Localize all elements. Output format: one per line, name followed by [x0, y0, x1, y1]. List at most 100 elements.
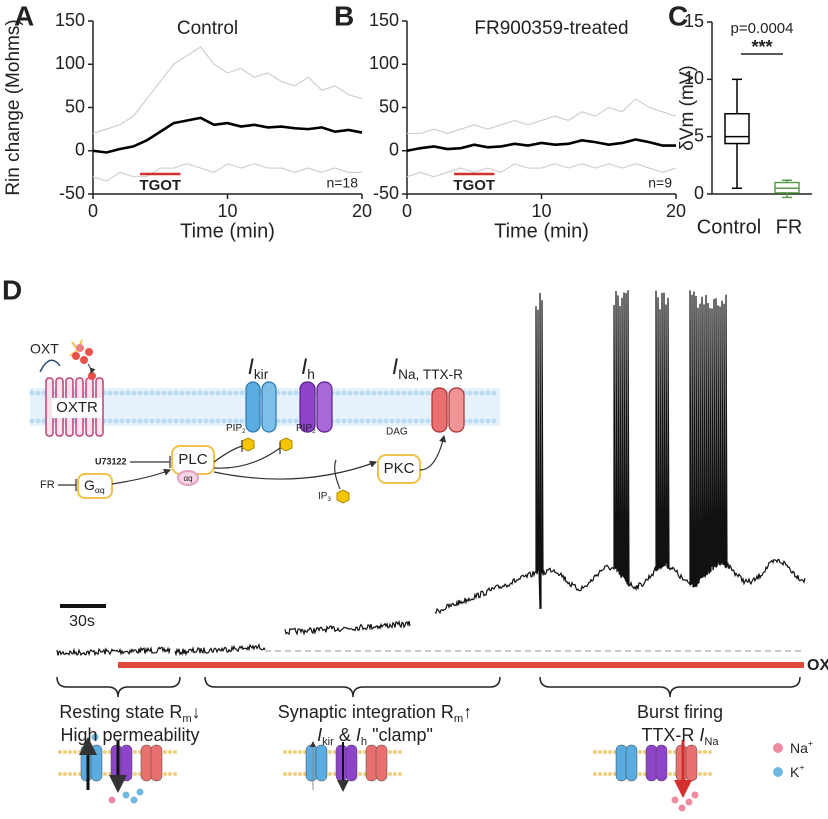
- text-part: m: [182, 713, 191, 725]
- text-part: "clamp": [367, 725, 433, 745]
- mini-channel: [345, 744, 358, 782]
- y-tick-label: 5: [694, 125, 704, 145]
- x-tick-label: 20: [666, 201, 686, 221]
- series-line: [92, 46, 363, 135]
- legend-k-dot: [773, 767, 783, 777]
- mini-channel: [625, 744, 638, 782]
- chart-title: FR900359-treated: [474, 18, 628, 39]
- text-part: G: [84, 477, 95, 493]
- text-part: 2: [312, 428, 316, 435]
- mini-channel: [315, 744, 328, 782]
- mini-channel: [335, 744, 348, 782]
- pkc-label: PKC: [384, 460, 415, 477]
- y-axis-label: Rin change (Mohms): [3, 19, 24, 195]
- box: [724, 112, 750, 145]
- x-axis-label: Time (min): [494, 220, 589, 242]
- significance: ***: [751, 37, 772, 57]
- text-part: I: [301, 354, 307, 379]
- y-tick-label: 0: [75, 140, 85, 160]
- y-tick-label: 50: [65, 96, 85, 116]
- phase-title: Resting state Rm↓: [59, 702, 200, 725]
- y-tick-label: 0: [389, 140, 399, 160]
- ion: [671, 796, 679, 804]
- y-tick-label: 15: [684, 11, 704, 31]
- pathway-arrows: [58, 434, 447, 491]
- series-line: [406, 163, 677, 178]
- ion: [691, 791, 699, 799]
- y-tick-label: 10: [684, 68, 704, 88]
- y-tick-label: 150: [55, 10, 85, 30]
- g-protein-label: Gαq: [84, 477, 105, 496]
- text-part: kir: [254, 367, 269, 382]
- y-tick-label: 100: [369, 53, 399, 73]
- channel-label: Ih: [301, 354, 315, 382]
- voltage-trace: [56, 290, 806, 657]
- text-part: Na: [790, 740, 808, 756]
- text-part: 2: [242, 428, 246, 435]
- stimulus-label: TGOT: [139, 177, 181, 194]
- plc-subunit: αq: [183, 474, 192, 483]
- text-part: αq: [95, 485, 105, 495]
- y-tick-label: 0: [694, 183, 704, 203]
- lipid-label: PIP2: [296, 423, 316, 436]
- text-part: h: [361, 736, 367, 748]
- series-line: [92, 116, 363, 154]
- chart-title: Control: [177, 18, 238, 39]
- text-part: PIP: [226, 423, 242, 434]
- x-tick-label: FR: [776, 216, 803, 238]
- text-part: Synaptic integration R: [278, 702, 454, 722]
- legend-na-dot: [773, 743, 783, 753]
- oxt-bar-label: OXT: [807, 657, 828, 674]
- y-tick-label: -50: [373, 183, 399, 203]
- text-part: Na, TTX-R: [398, 367, 463, 382]
- text-part: K: [790, 764, 800, 780]
- x-tick-label: Control: [697, 216, 761, 238]
- text-part: I: [248, 354, 254, 379]
- text-part: 3: [327, 496, 331, 503]
- x-tick-label: 20: [352, 201, 372, 221]
- panel-label: A: [14, 0, 34, 31]
- text-part: TTX-R: [641, 725, 699, 745]
- mini-channel: [305, 744, 318, 782]
- text-part: I: [699, 725, 704, 745]
- panel-label: B: [334, 0, 354, 31]
- text-part: High permeability: [60, 725, 199, 745]
- inhibitor-label: U73122: [95, 456, 127, 466]
- oxtr-receptor: [39, 359, 104, 437]
- text-part: +: [799, 762, 804, 772]
- series-line: [407, 98, 677, 135]
- text-part: Resting state R: [59, 702, 182, 722]
- ligand-label: OXT: [30, 341, 59, 357]
- p-value: p=0.0004: [731, 20, 794, 37]
- y-axis-label: δVm (mV): [677, 65, 698, 151]
- mini-channel: [365, 744, 378, 782]
- y-tick-label: 100: [55, 53, 85, 73]
- text-part: h: [307, 367, 315, 382]
- signaling-boxes: [77, 445, 421, 499]
- lipid-label: DAG: [386, 427, 408, 438]
- ion: [130, 796, 138, 804]
- text-part: m: [454, 713, 463, 725]
- mini-channel: [655, 744, 668, 782]
- text-part: ↓: [192, 702, 201, 722]
- phase-subtitle: TTX-R INa: [641, 725, 719, 748]
- text-part: I: [356, 725, 361, 745]
- panel-label: D: [2, 274, 22, 305]
- n-label: n=18: [326, 175, 358, 191]
- mini-channel: [685, 744, 698, 782]
- stimulus-label: TGOT: [453, 177, 495, 194]
- inhibitor-label: FR: [40, 479, 55, 491]
- ion: [685, 798, 693, 806]
- text-part: I: [392, 354, 398, 379]
- lipid-label: IP3: [318, 491, 331, 504]
- text-part: +: [808, 738, 813, 748]
- lipid-label: PIP2: [226, 423, 246, 436]
- phase-subtitle: High permeability: [60, 725, 199, 745]
- plc-label: PLC: [178, 451, 207, 468]
- mini-channel: [375, 744, 388, 782]
- phase-braces: [56, 676, 801, 698]
- y-tick-label: -50: [59, 183, 85, 203]
- phase-title: Burst firing: [637, 702, 723, 722]
